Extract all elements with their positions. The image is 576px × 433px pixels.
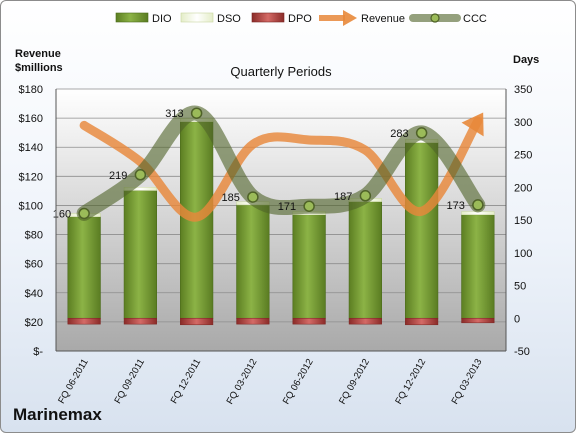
legend-label: DPO (288, 13, 312, 25)
category-label: FQ 09-2012 (337, 357, 372, 406)
company-name: Marinemax (13, 405, 102, 424)
revenue-arrowhead (461, 112, 484, 137)
dio-bar (405, 142, 439, 319)
ccc-data-label: 173 (447, 200, 465, 212)
category-label: FQ 03-2012 (225, 357, 260, 406)
left-tick-label: $180 (19, 84, 43, 96)
right-tick-label: 150 (514, 215, 532, 227)
category-label: FQ 06-2011 (56, 357, 91, 406)
category-label: FQ 03-2013 (450, 357, 485, 406)
left-tick-label: $20 (25, 317, 43, 329)
ccc-data-label: 160 (53, 208, 71, 220)
ccc-data-label: 185 (222, 192, 240, 204)
left-tick-label: $80 (25, 230, 43, 242)
dio-bar (461, 214, 495, 319)
left-axis-title: Revenue $millions (15, 48, 64, 74)
category-label: FQ 06-2012 (281, 357, 316, 406)
legend-swatch (180, 12, 214, 23)
dio-bar (348, 201, 382, 319)
category-label: FQ 12-2012 (393, 357, 428, 406)
ccc-marker (247, 191, 259, 203)
dpo-bar (292, 318, 326, 325)
right-tick-label: 300 (514, 117, 532, 129)
right-axis-title: Days (513, 54, 539, 66)
dpo-bar (236, 318, 270, 325)
left-tick-label: $60 (25, 259, 43, 271)
left-tick-label: $100 (19, 200, 43, 212)
ccc-marker (78, 207, 90, 220)
ccc-marker (190, 107, 203, 119)
right-tick-label: 100 (514, 248, 532, 260)
ccc-marker (303, 200, 315, 212)
dpo-bar (180, 318, 214, 326)
left-tick-label: $120 (19, 171, 43, 183)
legend-swatch-marker (430, 13, 440, 23)
plot-area (56, 89, 506, 351)
ccc-data-label: 283 (390, 128, 408, 140)
left-tick-label: $160 (19, 113, 43, 125)
legend-label: DIO (152, 13, 172, 25)
dio-bar (292, 214, 326, 319)
ccc-marker (359, 190, 372, 202)
dio-bar (67, 216, 101, 319)
ccc-marker (415, 127, 428, 139)
right-tick-label: 200 (514, 182, 532, 194)
right-tick-label: 250 (514, 150, 532, 162)
left-tick-label: $- (33, 346, 43, 358)
right-tick-label: 50 (514, 281, 526, 293)
dpo-bar (405, 318, 439, 326)
left-tick-label: $140 (19, 142, 43, 154)
right-tick-label: 350 (514, 84, 532, 96)
ccc-data-label: 219 (109, 170, 127, 182)
right-tick-label: -50 (514, 346, 530, 358)
dio-bar (123, 190, 157, 319)
category-label: FQ 09-2011 (112, 357, 147, 406)
ccc-data-label: 171 (278, 201, 296, 213)
legend-label: Revenue (361, 13, 405, 25)
legend-swatch-arrowhead (343, 10, 357, 26)
right-tick-label: 0 (514, 313, 520, 325)
dpo-bar (67, 318, 101, 325)
legend-label: DSO (217, 13, 241, 25)
dio-bar (236, 204, 270, 319)
legend-swatch (251, 12, 285, 23)
legend-swatch (115, 12, 149, 23)
ccc-marker (134, 169, 147, 181)
left-tick-label: $40 (25, 288, 43, 300)
ccc-data-label: 313 (165, 108, 183, 120)
dpo-bar (123, 318, 157, 325)
dpo-bar (348, 318, 382, 325)
legend-label: CCC (463, 13, 487, 25)
dpo-bar (461, 318, 495, 324)
ccc-data-label: 187 (334, 191, 352, 203)
chart-title: Quarterly Periods (230, 64, 332, 79)
ccc-marker (472, 199, 484, 211)
category-label: FQ 12-2011 (169, 357, 204, 406)
